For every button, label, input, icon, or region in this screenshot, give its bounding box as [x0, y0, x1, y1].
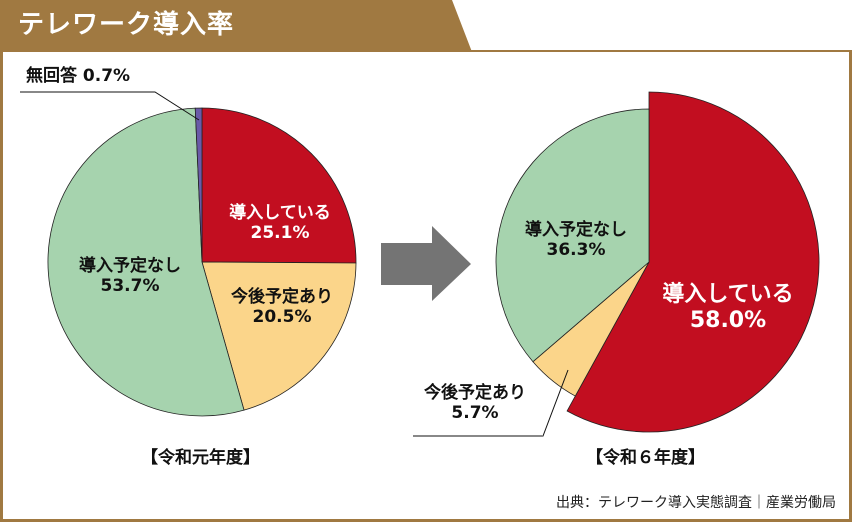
title-banner — [0, 0, 472, 52]
left-adopted-name: 導入している — [229, 203, 331, 223]
right-adopted-label: 導入している 58.0% — [638, 282, 818, 335]
left-pie-chart — [47, 107, 357, 417]
right-pie-chart — [495, 91, 820, 433]
right-adopted-value: 58.0% — [689, 308, 767, 334]
right-chart-caption: 【令和６年度】 — [586, 448, 705, 468]
left-adopted-value: 25.1% — [250, 223, 310, 244]
pie-slice — [201, 261, 357, 411]
arrow-right-icon — [381, 226, 471, 301]
pie-slice — [566, 91, 820, 433]
pie-slice — [201, 107, 357, 264]
no-answer-label: 無回答 0.7% — [26, 66, 131, 86]
right-not-planned-value: 36.3% — [546, 240, 606, 261]
pie-slice — [47, 107, 245, 417]
page-title: テレワーク導入率 — [18, 10, 235, 40]
right-not-planned-label: 導入予定なし 36.3% — [506, 220, 646, 261]
right-not-planned-name: 導入予定なし — [525, 220, 627, 240]
pie-slice — [495, 108, 650, 363]
left-not-planned-label: 導入予定なし 53.7% — [60, 256, 200, 297]
right-planned-label: 今後予定あり 5.7% — [410, 383, 540, 424]
left-not-planned-value: 53.7% — [100, 276, 160, 297]
right-planned-name: 今後予定あり — [424, 383, 526, 403]
left-planned-label: 今後予定あり 20.5% — [212, 287, 352, 328]
right-adopted-name: 導入している — [662, 282, 794, 307]
right-planned-value: 5.7% — [451, 403, 499, 424]
left-chart-caption: 【令和元年度】 — [141, 448, 260, 468]
left-planned-name: 今後予定あり — [231, 287, 333, 307]
left-not-planned-name: 導入予定なし — [79, 256, 181, 276]
left-planned-value: 20.5% — [252, 307, 312, 328]
no-answer-leader-line — [20, 91, 200, 121]
pie-slice — [194, 107, 203, 263]
left-adopted-label: 導入している 25.1% — [210, 203, 350, 244]
source-citation: 出典：テレワーク導入実態調査｜産業労働局 — [556, 495, 836, 511]
